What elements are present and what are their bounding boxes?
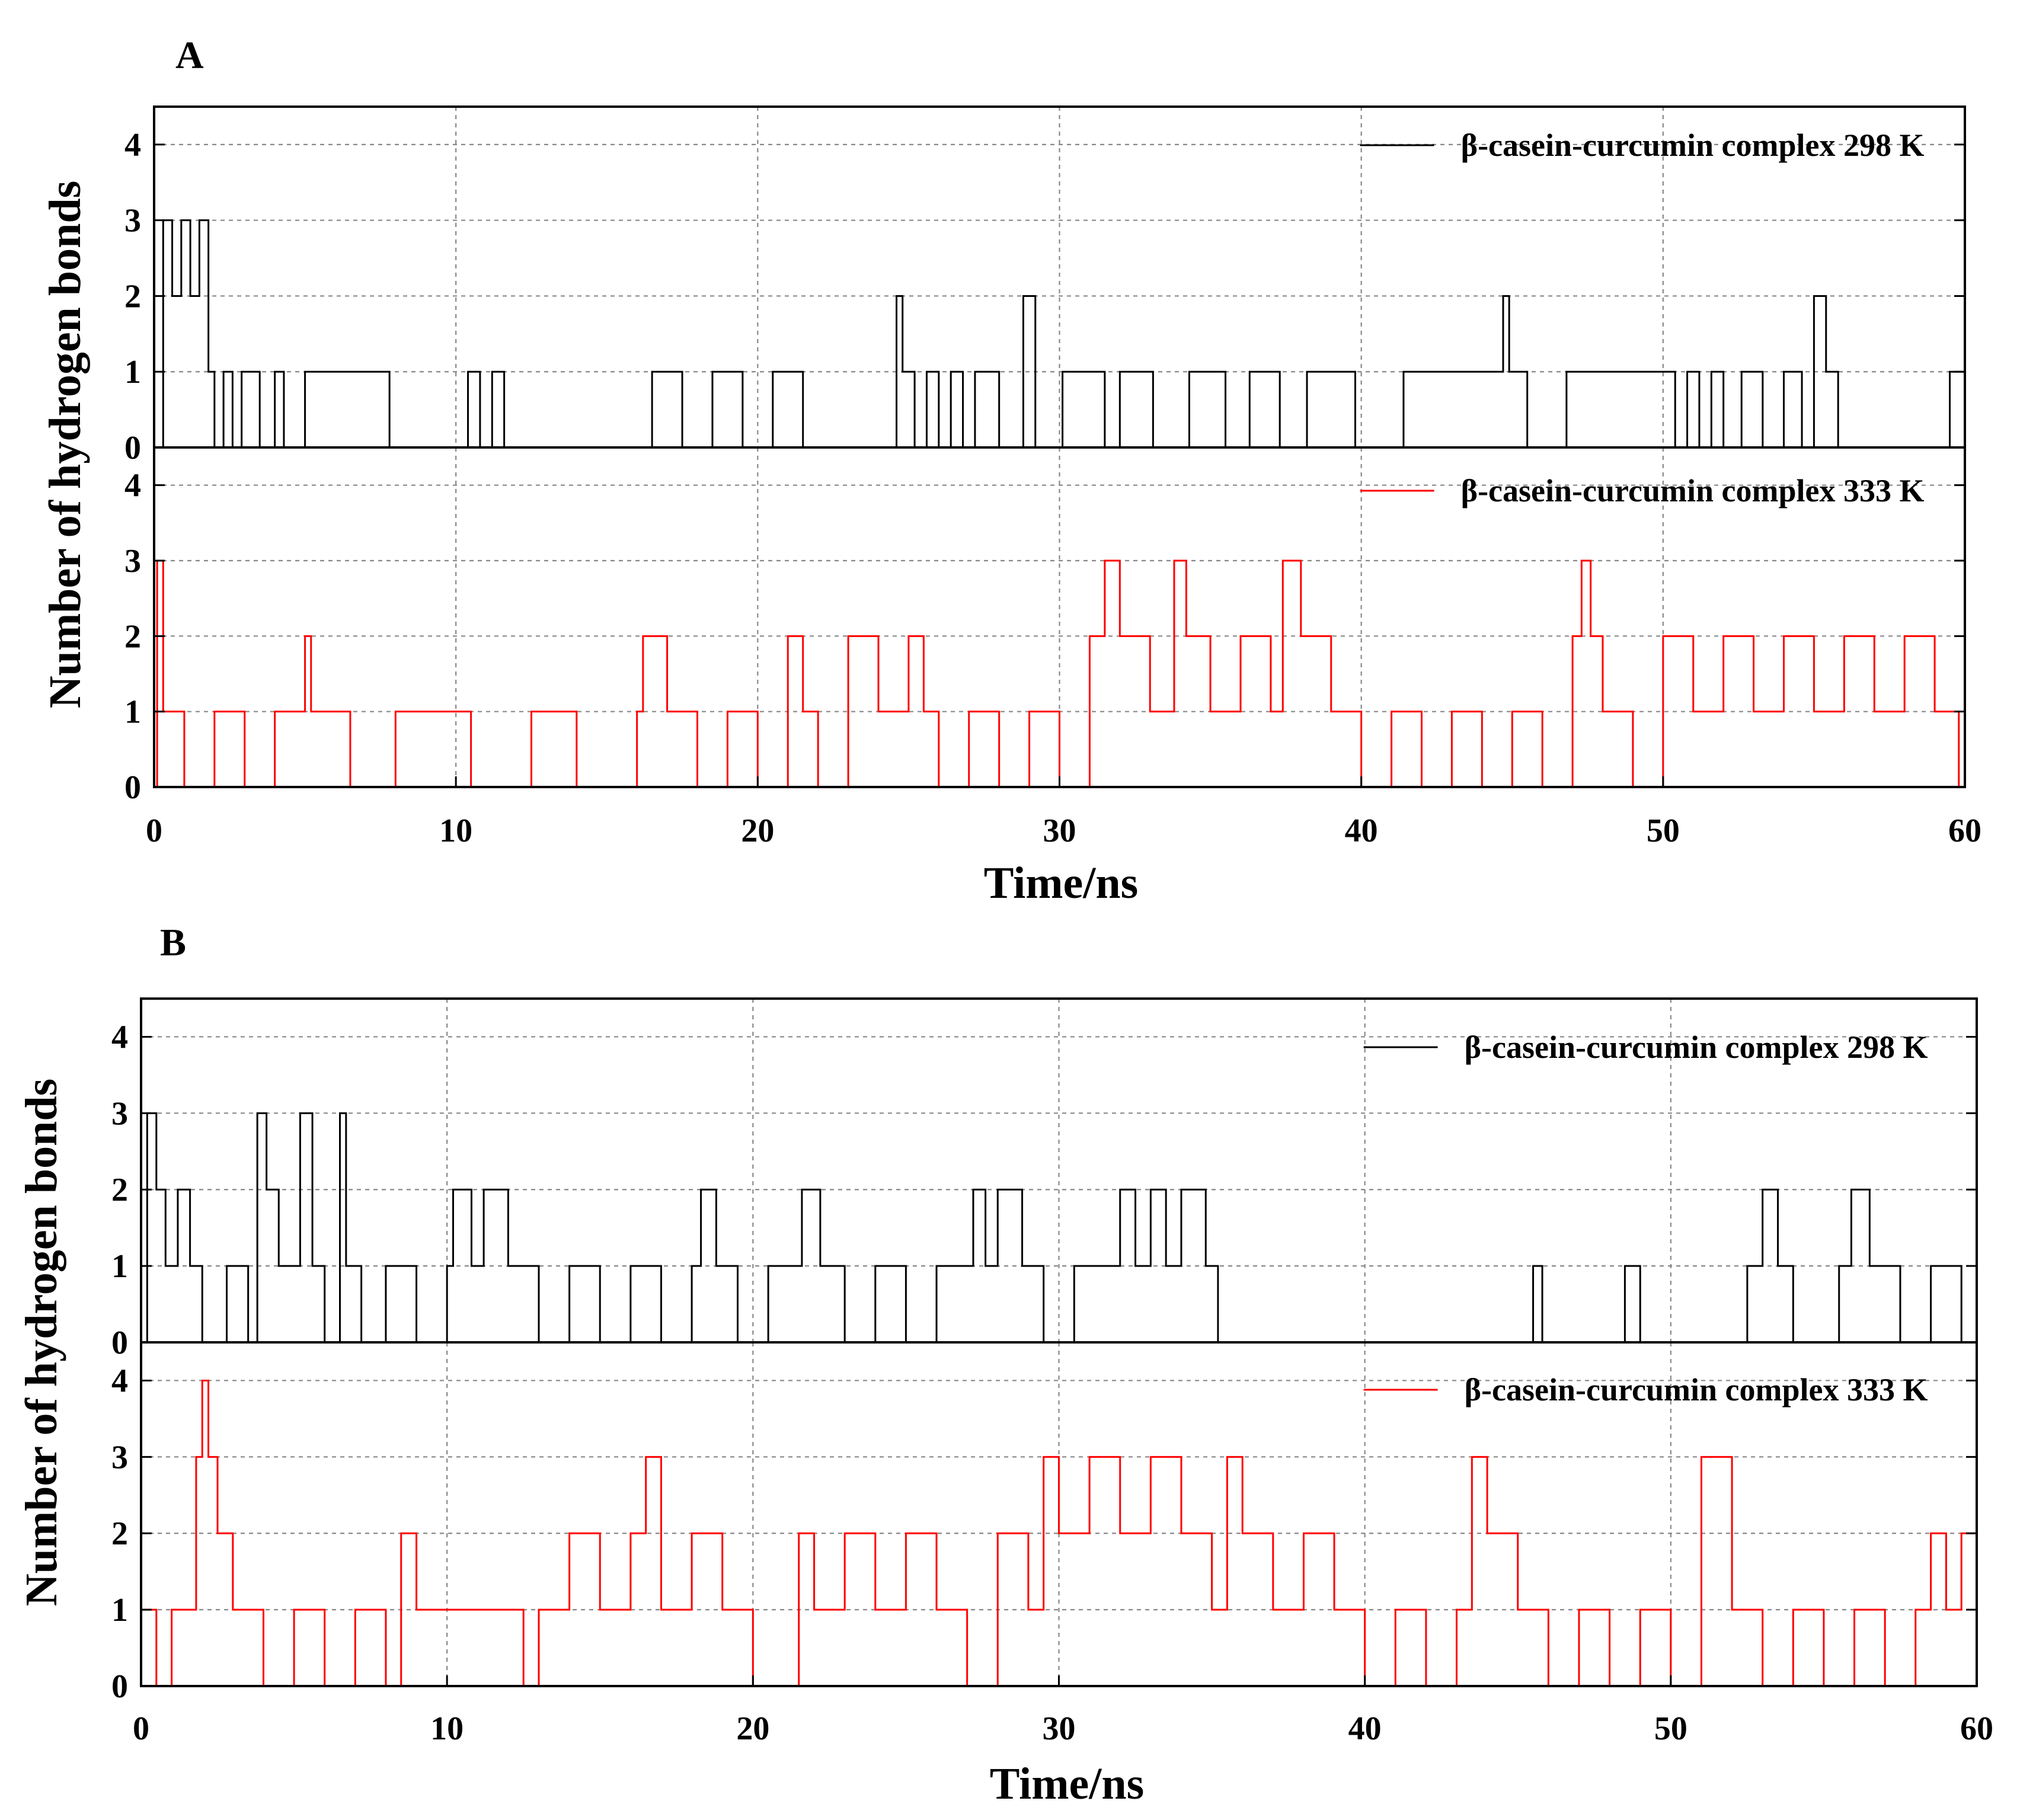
x-tick-label: 20	[736, 1710, 769, 1747]
x-tick-label: 60	[1948, 813, 1981, 849]
y-axis-title: Number of hydrogen bonds	[17, 1079, 66, 1606]
panel-a: A β-casein-curcumin complex 298 K 0 1 2 3 4 β…	[40, 34, 1981, 908]
x-tick-label: 60	[1960, 1710, 1993, 1747]
x-tick-label: 0	[146, 813, 162, 849]
y-tick-label: 1	[111, 1248, 128, 1285]
panel-letter: B	[160, 921, 186, 964]
y-tick-label: 2	[124, 278, 141, 315]
y-tick-label: 3	[124, 203, 141, 239]
legend-label: β-casein-curcumin complex 333 K	[1465, 1372, 1928, 1408]
panel-b-top-plot: β-casein-curcumin complex 298 K 0 1 2 3 4	[111, 997, 1978, 1361]
x-tick-label: 30	[1043, 813, 1076, 849]
y-tick-label: 1	[124, 694, 141, 731]
x-axis-title: Time/ns	[984, 858, 1138, 908]
y-tick-label: 3	[111, 1095, 128, 1132]
y-tick-label: 3	[111, 1439, 128, 1476]
y-tick-label: 3	[124, 543, 141, 580]
y-tick-label: 4	[111, 1019, 128, 1055]
y-tick-label: 1	[124, 354, 141, 391]
x-tick-label: 10	[439, 813, 472, 849]
y-tick-label: 4	[124, 127, 141, 164]
y-tick-label: 2	[111, 1172, 128, 1208]
y-tick-label: 2	[124, 618, 141, 655]
y-axis-title: Number of hydrogen bonds	[40, 181, 90, 708]
y-tick-label: 1	[111, 1592, 128, 1629]
x-tick-label: 20	[741, 813, 774, 849]
x-tick-label: 40	[1345, 813, 1378, 849]
panel-a-top-plot: β-casein-curcumin complex 298 K 0 1 2 3 4	[124, 105, 1966, 466]
x-tick-label: 30	[1043, 1710, 1076, 1747]
x-tick-label: 0	[133, 1710, 149, 1747]
series-line	[141, 1112, 1977, 1344]
y-tick-label: 0	[124, 430, 141, 466]
x-tick-label: 10	[430, 1710, 464, 1747]
panel-b-x-tick-labels: 0 10 20 30 40 50 60	[133, 1710, 1993, 1747]
y-tick-label: 4	[124, 468, 141, 504]
panel-a-bottom-plot: β-casein-curcumin complex 333 K 0 1 2 3 4	[124, 446, 1966, 806]
y-tick-label: 4	[111, 1362, 128, 1399]
y-tick-label: 0	[111, 1325, 128, 1361]
panel-b: B β-casein-curcumin complex 298 K 0 1 2 3 4 β…	[17, 921, 1993, 1809]
y-tick-label: 0	[111, 1668, 128, 1705]
panel-b-bottom-plot: β-casein-curcumin complex 333 K 0 1 2 3 4	[111, 1341, 1978, 1705]
panel-a-x-tick-labels: 0 10 20 30 40 50 60	[146, 813, 1981, 849]
legend-label: β-casein-curcumin complex 333 K	[1461, 473, 1925, 508]
legend-label: β-casein-curcumin complex 298 K	[1461, 127, 1925, 163]
x-tick-label: 50	[1654, 1710, 1687, 1747]
x-axis-title: Time/ns	[990, 1759, 1144, 1809]
y-tick-label: 0	[124, 769, 141, 806]
x-tick-label: 50	[1647, 813, 1680, 849]
x-tick-label: 40	[1348, 1710, 1382, 1747]
y-tick-label: 2	[111, 1515, 128, 1552]
legend-label: β-casein-curcumin complex 298 K	[1465, 1029, 1928, 1065]
panel-letter: A	[175, 34, 204, 77]
